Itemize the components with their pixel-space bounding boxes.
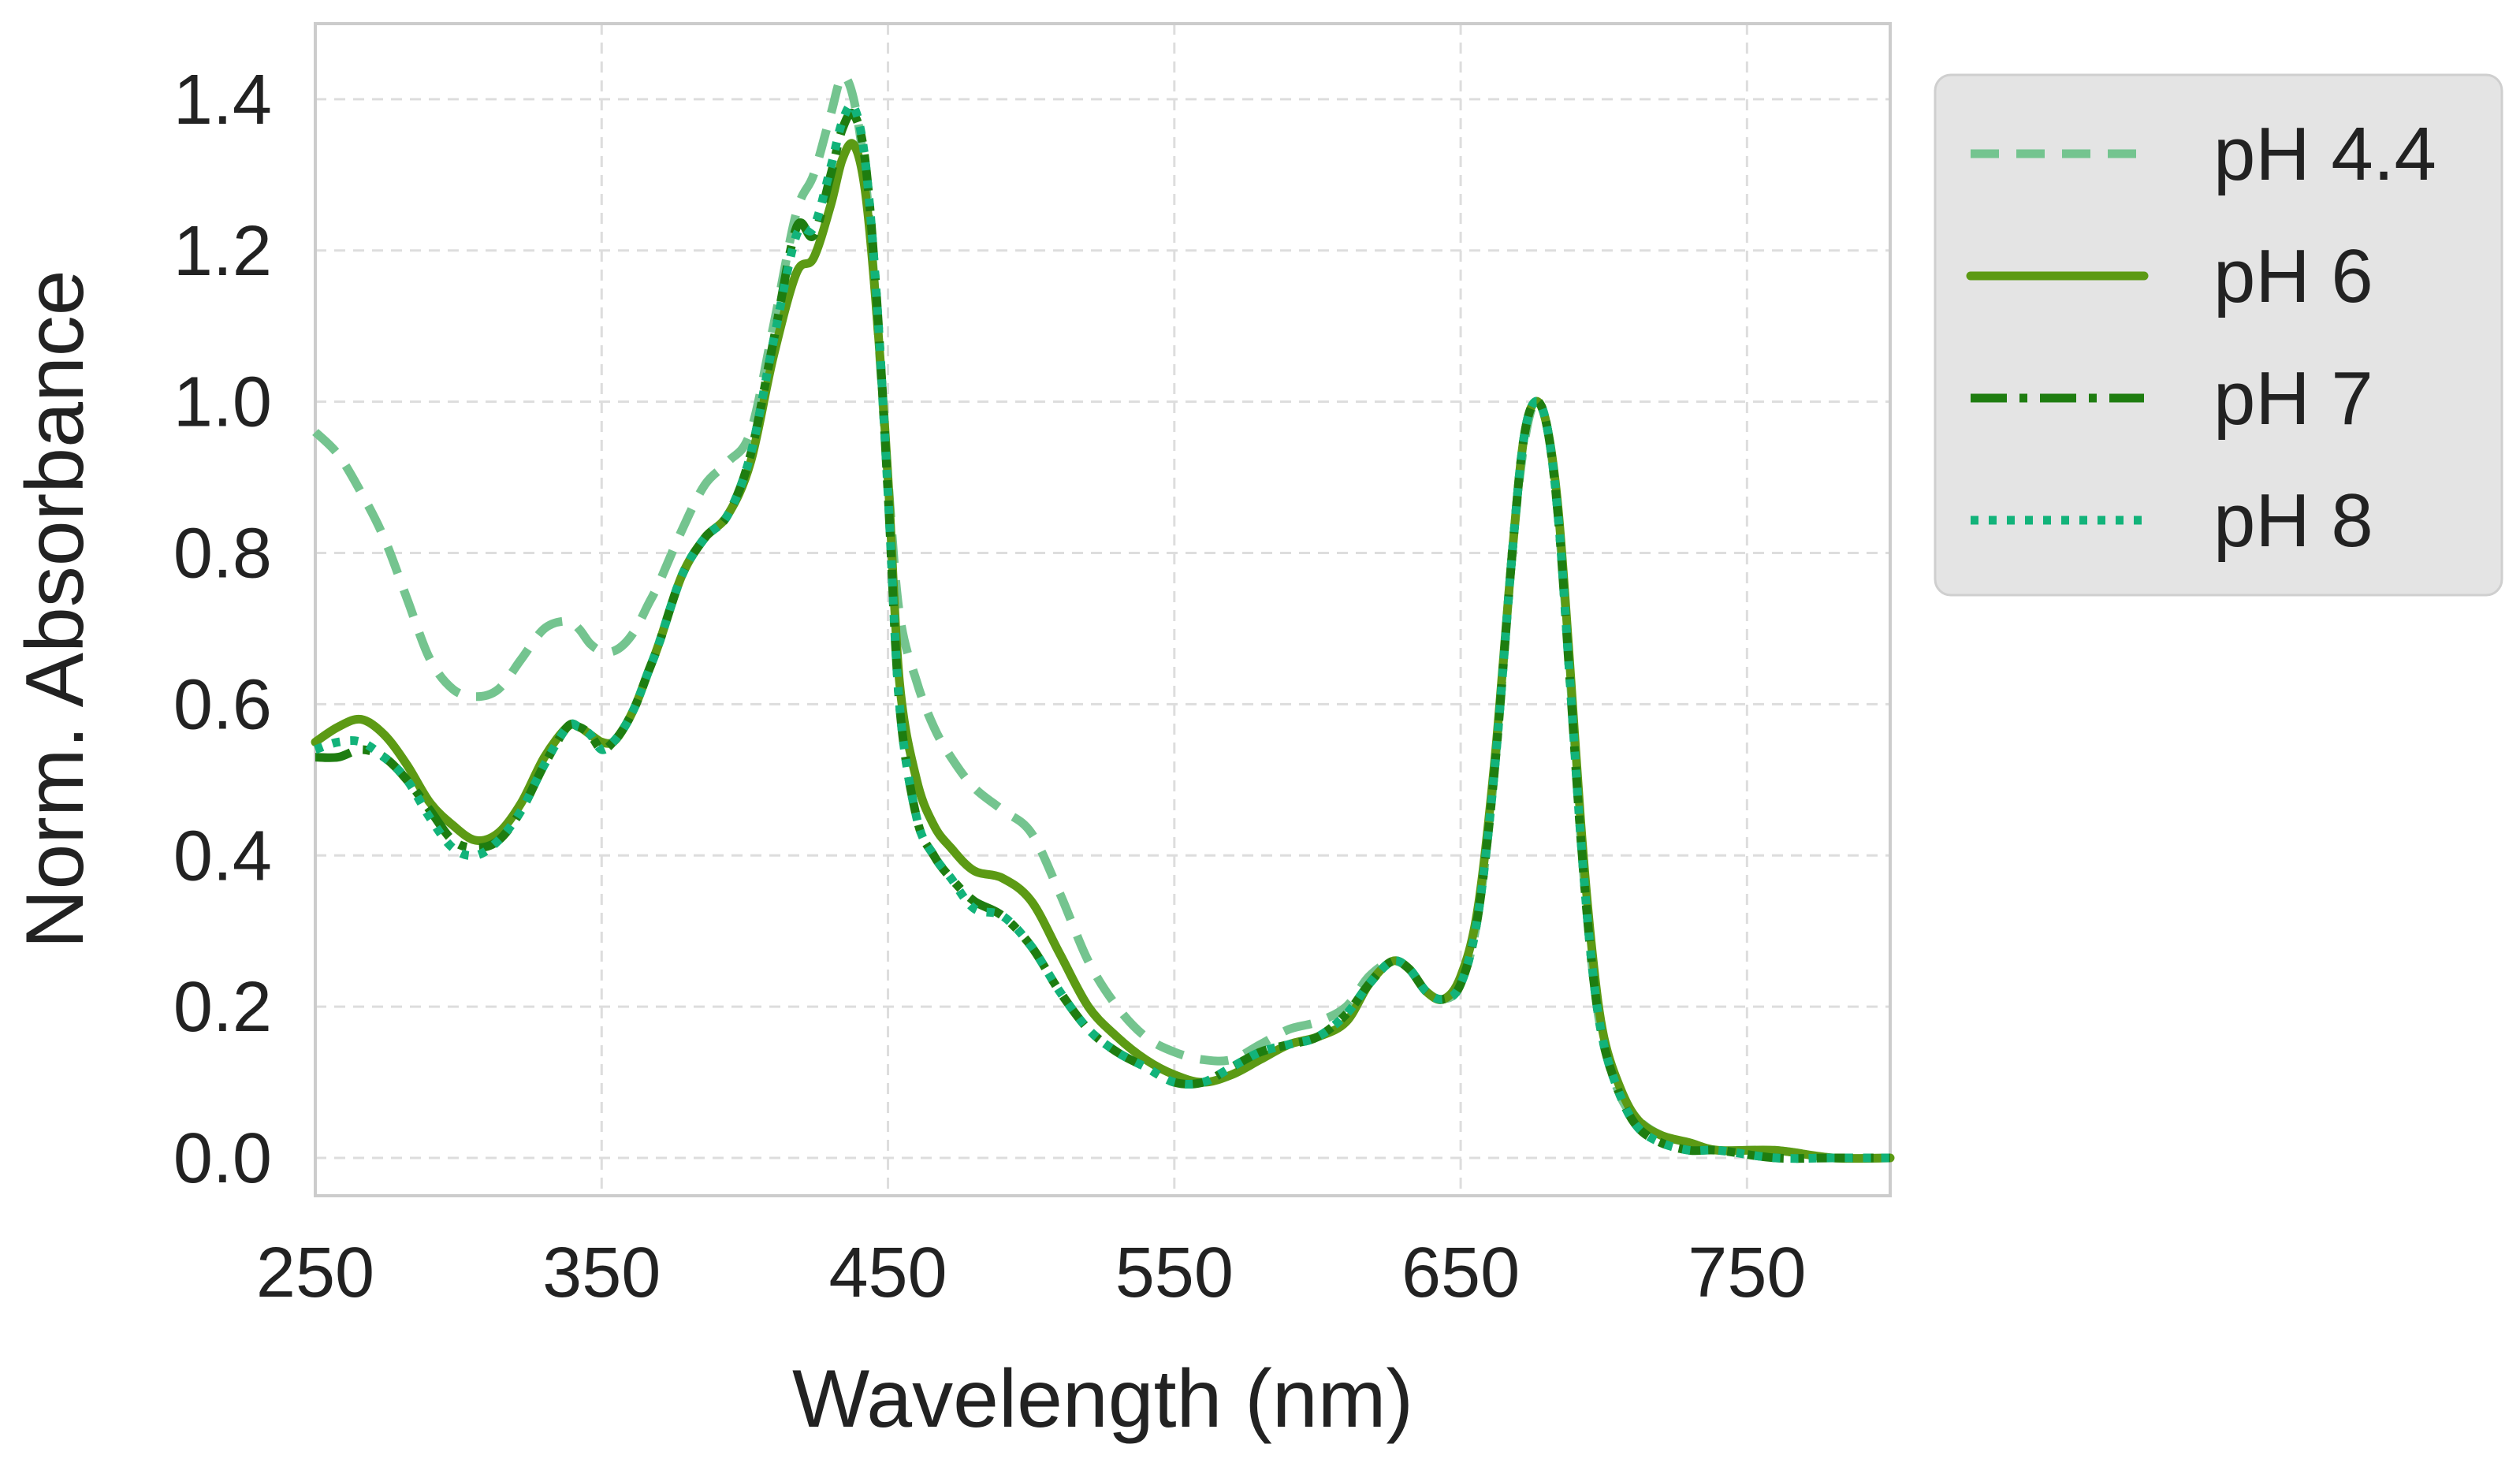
series-lines	[311, 72, 1895, 1163]
legend: pH 4.4 pH 6 pH 7 pH 8	[1934, 73, 2503, 597]
y-tick-label: 1.4	[173, 61, 272, 140]
legend-label: pH 6	[2213, 234, 2373, 318]
series-line-2	[311, 139, 1895, 1163]
x-tick-label: 350	[542, 1234, 661, 1312]
y-tick-label: 1.2	[173, 212, 272, 291]
series-line-4	[314, 100, 1890, 1163]
plot-frame	[314, 22, 1892, 1197]
y-tick-label: 1.0	[173, 363, 272, 442]
x-axis-label: Wavelength (nm)	[792, 1353, 1413, 1445]
y-tick-labels: 0.0 0.2 0.4 0.6 0.8 1.0 1.2 1.4	[173, 61, 272, 1198]
x-tick-label: 750	[1688, 1234, 1806, 1312]
y-tick-label: 0.4	[173, 817, 272, 895]
y-tick-label: 0.0	[173, 1119, 272, 1198]
legend-label: pH 4.4	[2213, 112, 2436, 196]
x-tick-label: 650	[1401, 1234, 1520, 1312]
legend-items: pH 4.4 pH 6 pH 7 pH 8	[1966, 112, 2436, 563]
y-tick-label: 0.8	[173, 515, 272, 594]
x-tick-label: 450	[828, 1234, 947, 1312]
x-tick-label: 550	[1115, 1234, 1234, 1312]
y-axis-label: Norm. Absorbance	[9, 270, 101, 948]
y-tick-label: 0.2	[173, 968, 272, 1047]
y-tick-label: 0.6	[173, 665, 272, 744]
legend-label: pH 7	[2213, 356, 2373, 441]
legend-box	[1934, 73, 2503, 597]
x-tick-labels: 250 350 450 550 650 750	[256, 1234, 1807, 1312]
legend-label: pH 8	[2213, 478, 2373, 563]
x-tick-label: 250	[256, 1234, 374, 1312]
